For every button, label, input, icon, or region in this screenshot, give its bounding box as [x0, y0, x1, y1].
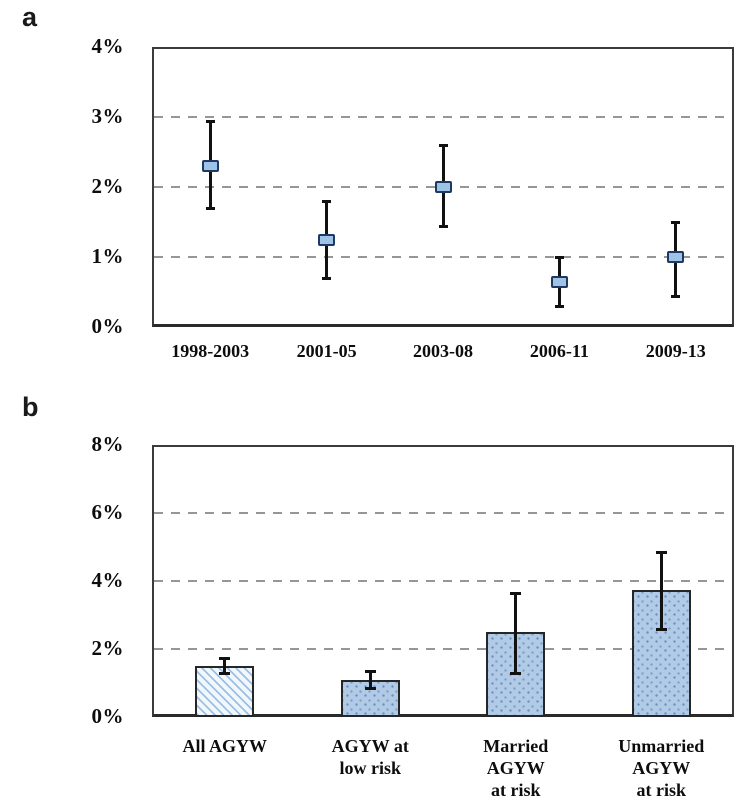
error-bar-line — [368, 671, 372, 689]
gridline — [154, 116, 732, 118]
x-axis-category-label: 2006-11 — [529, 341, 589, 361]
y-axis-tick-label: 6% — [91, 500, 124, 524]
error-bar-cap-top — [510, 591, 522, 595]
gridline — [154, 580, 732, 582]
gridline — [154, 186, 732, 188]
y-axis-tick-label: 4% — [91, 568, 124, 592]
error-bar-cap-bottom — [205, 207, 215, 210]
point-estimate-marker — [318, 233, 336, 246]
y-axis-tick-label: 3% — [91, 104, 124, 128]
x-axis-category-label: Married AGYW at risk — [483, 736, 549, 800]
error-bar-cap-bottom — [510, 671, 522, 675]
error-bar-cap-bottom — [219, 671, 231, 675]
error-bar-line — [674, 222, 678, 296]
error-bar-cap-top — [438, 144, 448, 147]
error-bar-line — [514, 592, 518, 673]
error-bar-line — [325, 201, 329, 278]
plot-frame — [152, 445, 734, 717]
error-bar-cap-bottom — [655, 627, 667, 631]
point-estimate-marker — [434, 181, 452, 193]
point-estimate-marker — [550, 275, 568, 288]
error-bar-cap-top — [205, 119, 215, 123]
error-bar-cap-top — [322, 200, 332, 203]
y-axis-tick-label: 0% — [91, 704, 124, 728]
bar-2 — [340, 679, 400, 717]
error-bar-cap-top — [364, 670, 376, 674]
y-axis-tick-label: 2% — [91, 174, 124, 198]
x-axis-category-label: 1998-2003 — [171, 341, 250, 361]
x-axis-category-label: 2003-08 — [412, 341, 473, 361]
x-axis-category-label: 2001-05 — [296, 341, 357, 361]
y-axis-tick-label: 8% — [91, 432, 124, 456]
error-bar-cap-bottom — [438, 224, 448, 228]
error-bar-cap-bottom — [322, 277, 332, 280]
error-bar-cap-top — [655, 551, 667, 555]
error-bar-cap-bottom — [554, 305, 564, 308]
x-axis-category-label: 2009-13 — [645, 341, 706, 361]
y-axis-tick-label: 1% — [91, 244, 124, 268]
error-bar-cap-top — [671, 221, 681, 224]
error-bar-cap-top — [219, 656, 231, 660]
point-estimate-marker — [201, 160, 219, 172]
x-axis-category-label: Unmarried AGYW at risk — [618, 736, 705, 800]
error-bar-line — [441, 145, 445, 226]
gridline — [154, 648, 732, 650]
error-bar-line — [208, 120, 212, 208]
error-bar-line — [659, 552, 663, 629]
bar-1 — [195, 666, 255, 717]
x-axis-category-label: All AGYW — [182, 736, 267, 756]
error-bar-cap-bottom — [671, 294, 681, 298]
point-estimate-marker — [667, 251, 685, 263]
error-bar-cap-bottom — [364, 687, 376, 691]
bar-4 — [631, 589, 691, 717]
gridline — [154, 512, 732, 514]
y-axis-tick-label: 2% — [91, 636, 124, 660]
y-axis-tick-label: 4% — [91, 34, 124, 58]
panel-b-letter: b — [22, 392, 39, 422]
plot-frame — [152, 47, 734, 327]
x-axis-category-label: AGYW at low risk — [331, 736, 409, 778]
error-bar-line — [223, 657, 227, 673]
panel-a-letter: a — [22, 2, 38, 32]
bar-3 — [486, 632, 546, 717]
gridline — [154, 256, 732, 258]
error-bar-line — [557, 257, 561, 306]
y-axis-tick-label: 0% — [91, 314, 124, 338]
error-bar-cap-top — [554, 256, 564, 259]
